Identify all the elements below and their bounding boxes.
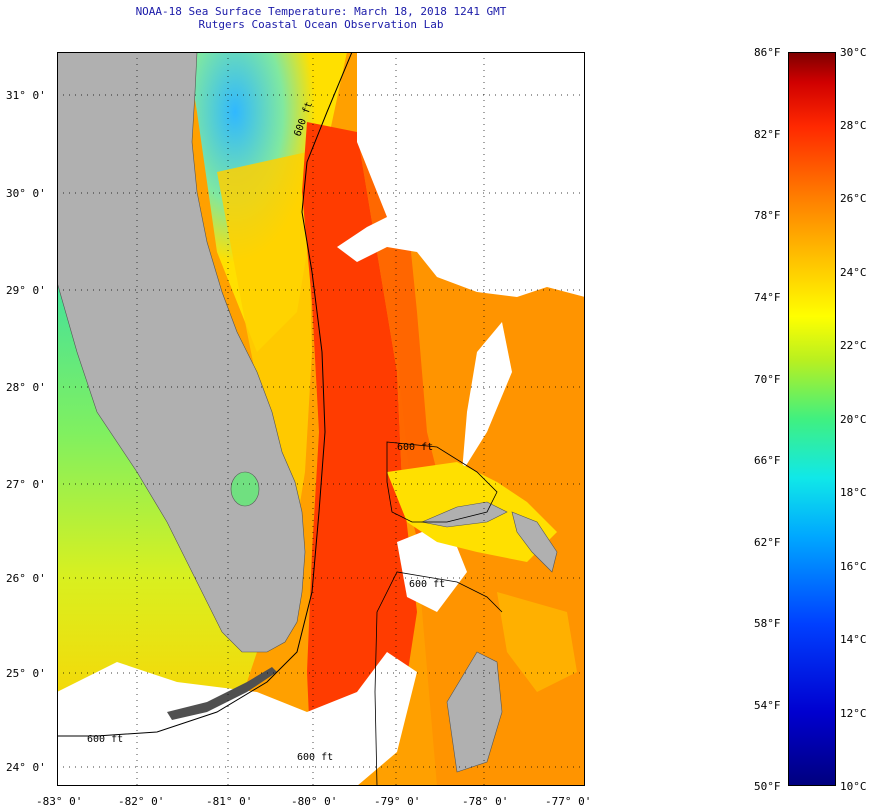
- fahrenheit-label: 54°F: [754, 699, 781, 712]
- abaco-island: [511, 511, 558, 573]
- temperature-colorbar: [788, 52, 836, 786]
- contour-label: 600 ft: [409, 579, 445, 590]
- fahrenheit-label: 66°F: [754, 454, 781, 467]
- lat-label: 24° 0': [6, 761, 46, 774]
- fahrenheit-label: 58°F: [754, 617, 781, 630]
- lon-label: -77° 0': [545, 795, 592, 808]
- lat-label: 31° 0': [6, 89, 46, 102]
- celsius-label: 18°C: [840, 486, 867, 499]
- celsius-label: 14°C: [840, 633, 867, 646]
- cay-sal-bank: [497, 592, 577, 692]
- celsius-label: 12°C: [840, 707, 867, 720]
- cloud-streak: [462, 322, 512, 472]
- florida-panhandle: [57, 52, 77, 267]
- contour-label: 600 ft: [297, 752, 333, 763]
- lat-label: 26° 0': [6, 572, 46, 585]
- celsius-label: 24°C: [840, 266, 867, 279]
- gulf-stream: [302, 122, 417, 786]
- celsius-label: 20°C: [840, 413, 867, 426]
- celsius-label: 10°C: [840, 780, 867, 793]
- fahrenheit-label: 50°F: [754, 780, 781, 793]
- lon-label: -82° 0': [118, 795, 165, 808]
- florida-keys: [167, 667, 277, 720]
- graticule: [57, 52, 585, 786]
- andros-island: [446, 651, 503, 773]
- lon-label: -80° 0': [291, 795, 338, 808]
- fahrenheit-label: 78°F: [754, 209, 781, 222]
- map-border: [57, 52, 585, 786]
- chart-title: NOAA-18 Sea Surface Temperature: March 1…: [135, 5, 507, 18]
- lat-label: 25° 0': [6, 667, 46, 680]
- lon-label: -79° 0': [374, 795, 421, 808]
- lat-label: 28° 0': [6, 381, 46, 394]
- lat-label: 29° 0': [6, 284, 46, 297]
- lon-label: -83° 0': [36, 795, 83, 808]
- lake-okeechobee: [230, 471, 260, 507]
- nearshore-band: [217, 152, 312, 522]
- contour-600ft: [57, 52, 353, 737]
- sst-map: 600 ft 600 ft 600 ft 600 ft 600 ft: [57, 52, 585, 786]
- lat-label: 27° 0': [6, 478, 46, 491]
- celsius-label: 30°C: [840, 46, 867, 59]
- celsius-label: 16°C: [840, 560, 867, 573]
- fahrenheit-label: 74°F: [754, 291, 781, 304]
- contour-label: 600 ft: [87, 734, 123, 745]
- contour-600ft-south: [374, 571, 503, 786]
- grand-bahama: [420, 501, 508, 528]
- fahrenheit-label: 82°F: [754, 128, 781, 141]
- lon-label: -78° 0': [462, 795, 509, 808]
- fahrenheit-label: 62°F: [754, 536, 781, 549]
- fahrenheit-label: 86°F: [754, 46, 781, 59]
- cloud-keys: [77, 692, 167, 752]
- cloud-south: [57, 652, 417, 786]
- celsius-label: 26°C: [840, 192, 867, 205]
- lat-label: 30° 0': [6, 187, 46, 200]
- chart-subtitle: Rutgers Coastal Ocean Observation Lab: [198, 18, 444, 31]
- fahrenheit-label: 70°F: [754, 373, 781, 386]
- celsius-label: 28°C: [840, 119, 867, 132]
- contour-600ft-bahamas: [386, 441, 498, 523]
- celsius-label: 22°C: [840, 339, 867, 352]
- cloud-north-east: [337, 52, 585, 297]
- lon-label: -81° 0': [206, 795, 253, 808]
- contour-label: 600 ft: [397, 442, 433, 453]
